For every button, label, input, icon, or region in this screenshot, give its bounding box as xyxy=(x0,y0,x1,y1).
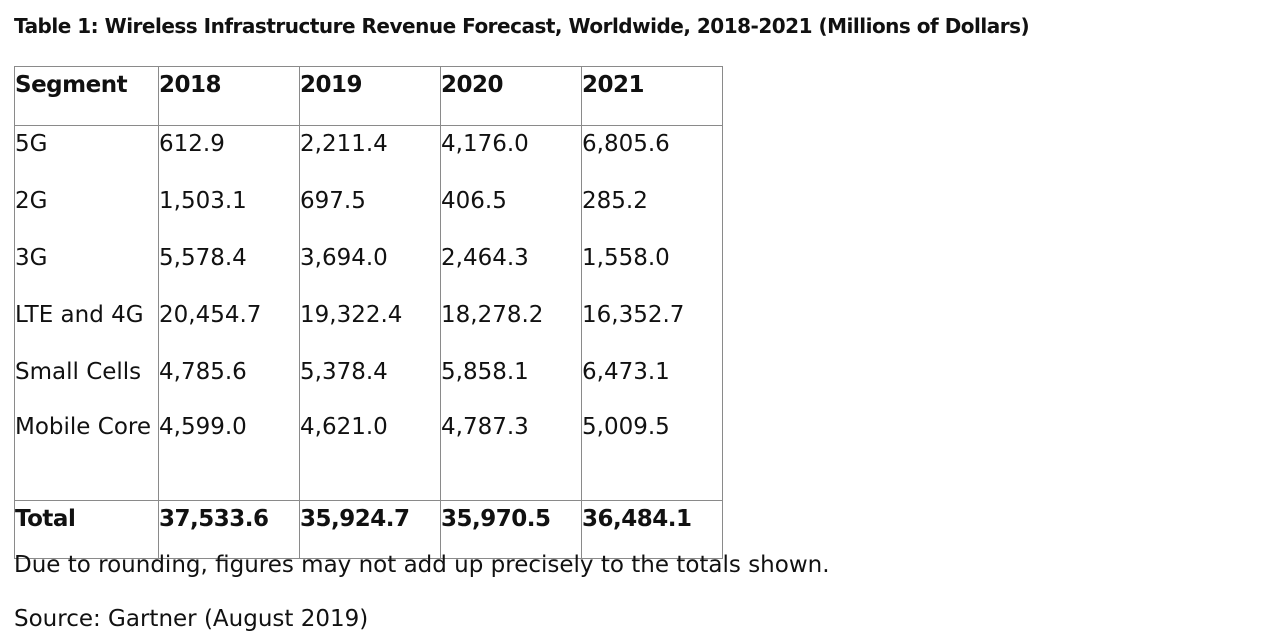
segment-cell: 3G xyxy=(14,240,159,297)
value-cell: 2,464.3 xyxy=(440,240,582,297)
table-row: 2G 1,503.1 697.5 406.5 285.2 xyxy=(14,183,723,240)
value-cell: 285.2 xyxy=(581,183,723,240)
value-cell: 6,473.1 xyxy=(581,354,723,411)
header-cell-2020: 2020 xyxy=(440,66,582,126)
value-cell: 19,322.4 xyxy=(299,297,441,354)
table-row: Small Cells 4,785.6 5,378.4 5,858.1 6,47… xyxy=(14,354,723,411)
table-row: Mobile Core 4,599.0 4,621.0 4,787.3 5,00… xyxy=(14,411,723,501)
header-cell-2018: 2018 xyxy=(158,66,300,126)
segment-cell: 5G xyxy=(14,125,159,183)
revenue-forecast-table: Segment 2018 2019 2020 2021 5G 612.9 2,2… xyxy=(14,66,723,559)
value-cell: 1,558.0 xyxy=(581,240,723,297)
total-cell-2019: 35,924.7 xyxy=(299,500,441,559)
header-cell-segment: Segment xyxy=(14,66,159,126)
source-note: Source: Gartner (August 2019) xyxy=(14,606,369,632)
value-cell: 612.9 xyxy=(158,125,300,183)
total-cell-2018: 37,533.6 xyxy=(158,500,300,559)
header-cell-2021: 2021 xyxy=(581,66,723,126)
value-cell: 18,278.2 xyxy=(440,297,582,354)
total-cell-2021: 36,484.1 xyxy=(581,500,723,559)
value-cell: 1,503.1 xyxy=(158,183,300,240)
table-row: 5G 612.9 2,211.4 4,176.0 6,805.6 xyxy=(14,125,723,183)
rounding-note: Due to rounding, figures may not add up … xyxy=(14,552,830,578)
value-cell: 4,621.0 xyxy=(299,411,441,501)
value-cell: 4,176.0 xyxy=(440,125,582,183)
table-title: Table 1: Wireless Infrastructure Revenue… xyxy=(14,14,1030,38)
segment-cell: Mobile Core xyxy=(14,411,159,501)
value-cell: 5,578.4 xyxy=(158,240,300,297)
segment-cell: 2G xyxy=(14,183,159,240)
value-cell: 5,858.1 xyxy=(440,354,582,411)
value-cell: 3,694.0 xyxy=(299,240,441,297)
header-cell-2019: 2019 xyxy=(299,66,441,126)
value-cell: 697.5 xyxy=(299,183,441,240)
table-header-row: Segment 2018 2019 2020 2021 xyxy=(14,66,723,126)
segment-cell: Small Cells xyxy=(14,354,159,411)
table-row: LTE and 4G 20,454.7 19,322.4 18,278.2 16… xyxy=(14,297,723,354)
value-cell: 6,805.6 xyxy=(581,125,723,183)
value-cell: 5,378.4 xyxy=(299,354,441,411)
table-row: 3G 5,578.4 3,694.0 2,464.3 1,558.0 xyxy=(14,240,723,297)
value-cell: 4,599.0 xyxy=(158,411,300,501)
total-cell-2020: 35,970.5 xyxy=(440,500,582,559)
value-cell: 20,454.7 xyxy=(158,297,300,354)
segment-cell: LTE and 4G xyxy=(14,297,159,354)
document-page: Table 1: Wireless Infrastructure Revenue… xyxy=(14,10,1264,632)
value-cell: 4,785.6 xyxy=(158,354,300,411)
value-cell: 16,352.7 xyxy=(581,297,723,354)
table-total-row: Total 37,533.6 35,924.7 35,970.5 36,484.… xyxy=(14,500,723,559)
value-cell: 5,009.5 xyxy=(581,411,723,501)
total-label-cell: Total xyxy=(14,500,159,559)
value-cell: 406.5 xyxy=(440,183,582,240)
value-cell: 4,787.3 xyxy=(440,411,582,501)
value-cell: 2,211.4 xyxy=(299,125,441,183)
